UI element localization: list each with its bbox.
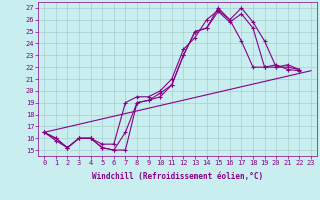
X-axis label: Windchill (Refroidissement éolien,°C): Windchill (Refroidissement éolien,°C) — [92, 172, 263, 181]
